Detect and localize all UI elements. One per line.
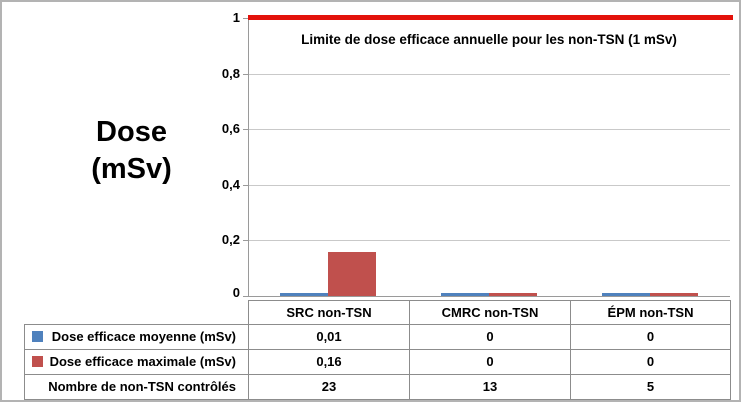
table-border-right [730,300,731,399]
x-axis-line [248,296,730,297]
y-tick-1: 1 [232,10,240,25]
bar-src-moyenne [280,293,328,296]
y-axis-line [248,18,249,297]
legend-key-maximale-icon [32,356,43,367]
bar-cmrc-maximale [489,293,537,296]
cell-nombre-cmrc: 13 [482,379,498,394]
y-tick-0-8: 0,8 [221,66,240,81]
y-tick-0-2: 0,2 [221,232,240,247]
cell-maximale-src: 0,16 [316,354,342,369]
cell-moyenne-src: 0,01 [316,329,342,344]
table-border-bottom [24,399,731,400]
gridline-0-2 [248,240,730,241]
y-tick-0-4: 0,4 [221,177,240,192]
cell-moyenne-epm: 0 [646,329,655,344]
gridline-0-8 [248,74,730,75]
y-axis-title-line1: Dose [96,116,167,148]
table-border-col3 [570,300,571,399]
category-header-src: SRC non-TSN [286,305,372,320]
cell-nombre-src: 23 [321,379,337,394]
row-label-maximale: Dose efficace maximale (mSv) [49,354,236,369]
bar-cmrc-moyenne [441,293,489,296]
y-tick-0: 0 [232,285,240,300]
row-label-moyenne: Dose efficace moyenne (mSv) [51,329,236,344]
gridline-0-6 [248,129,730,130]
cell-maximale-cmrc: 0 [486,354,494,369]
y-tick-0-6: 0,6 [221,121,240,136]
gridline-0-4 [248,185,730,186]
tickmark-0-8 [243,74,248,75]
cell-maximale-epm: 0 [646,354,655,369]
table-border-col1 [248,300,249,399]
cell-nombre-epm: 5 [646,379,655,394]
y-axis-title: Dose (mSv) [54,114,209,188]
bar-src-maximale [328,252,376,296]
table-border-header-top [248,300,731,301]
table-border-row1-top [24,324,731,325]
category-header-epm: ÉPM non-TSN [607,305,694,320]
table-border-col2 [409,300,410,399]
tickmark-1 [243,18,248,19]
tickmark-0-2 [243,240,248,241]
legend-key-moyenne-icon [32,331,43,342]
bar-epm-maximale [650,293,698,296]
cell-moyenne-cmrc: 0 [486,329,494,344]
tickmark-0-4 [243,185,248,186]
tickmark-0 [243,296,248,297]
y-axis-title-line2: (mSv) [91,153,172,185]
row-label-nombre: Nombre de non-TSN contrôlés [48,379,236,394]
table-border-left [24,324,25,399]
tickmark-0-6 [243,129,248,130]
category-header-cmrc: CMRC non-TSN [441,305,539,320]
limit-reference-label: Limite de dose efficace annuelle pour le… [301,32,677,47]
table-border-row3-top [24,374,731,375]
limit-reference-line [248,15,733,20]
bar-epm-moyenne [602,293,650,296]
table-border-row2-top [24,349,731,350]
